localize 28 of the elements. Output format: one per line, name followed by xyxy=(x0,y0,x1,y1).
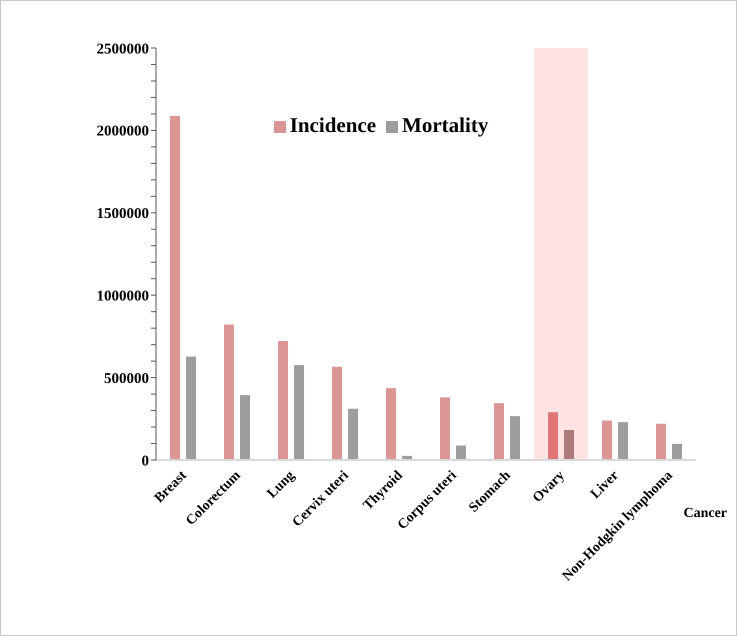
y-tick-label: 1500000 xyxy=(96,206,149,222)
bar xyxy=(278,341,288,460)
bar xyxy=(332,366,342,460)
bar xyxy=(240,395,250,460)
bar xyxy=(656,424,666,460)
bar xyxy=(456,446,466,460)
bar xyxy=(602,420,612,460)
bar xyxy=(548,412,558,460)
bar xyxy=(510,416,520,460)
legend-label: Incidence xyxy=(290,113,376,137)
bar xyxy=(618,422,628,460)
x-axis-title: Cancer xyxy=(683,506,727,521)
bar xyxy=(170,116,180,460)
bar xyxy=(564,430,574,460)
bar xyxy=(348,408,358,460)
bar xyxy=(224,324,234,460)
bar xyxy=(672,444,682,460)
y-tick-label: 500000 xyxy=(104,370,149,387)
bar xyxy=(386,388,396,460)
bar xyxy=(294,365,304,460)
y-tick-label: 0 xyxy=(142,453,149,470)
y-tick-label: 2500000 xyxy=(96,41,149,58)
y-tick-label: 1000000 xyxy=(96,288,149,305)
legend-label: Mortality xyxy=(402,113,488,137)
bar xyxy=(440,397,450,460)
bar xyxy=(494,403,504,460)
y-tick-label: 2000000 xyxy=(96,124,149,140)
bar xyxy=(186,356,196,460)
